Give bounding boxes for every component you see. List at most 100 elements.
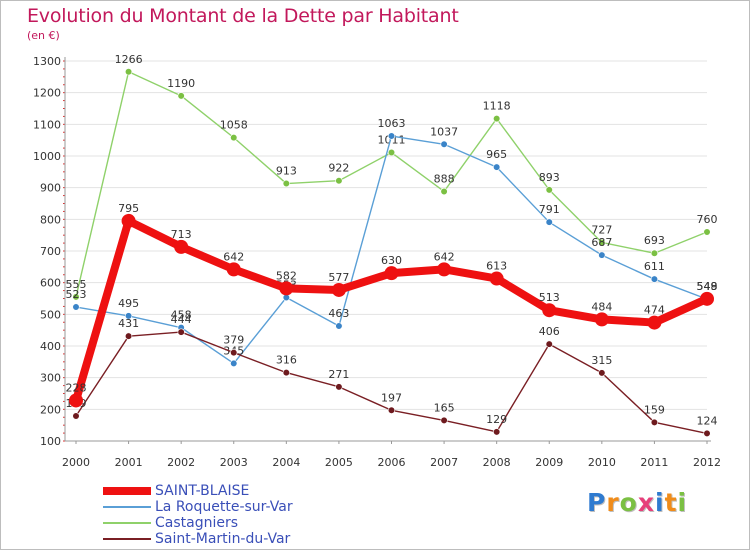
legend-item: Saint-Martin-du-Var: [99, 531, 459, 548]
x-tick-label: 2008: [483, 456, 511, 469]
legend-label: La Roquette-sur-Var: [155, 499, 293, 515]
logo-letter: r: [606, 488, 620, 517]
data-point: [230, 349, 238, 357]
logo-letter: o: [619, 488, 638, 517]
y-tick-label: 400: [40, 340, 61, 353]
legend-label: SAINT-BLAISE: [155, 483, 250, 499]
series-saint-martin-du-var: 179431444379316271197165129406315159124: [66, 313, 718, 438]
y-tick-label: 100: [40, 435, 61, 448]
data-label: 197: [381, 391, 402, 404]
data-label: 463: [328, 307, 349, 320]
series-line: [75, 331, 708, 435]
y-tick-label: 500: [40, 308, 61, 321]
data-label: 484: [591, 300, 612, 313]
data-point: [124, 332, 133, 340]
data-point: [493, 163, 501, 171]
x-tick-label: 2003: [220, 456, 248, 469]
data-point: [650, 418, 659, 426]
data-label: 611: [644, 260, 665, 273]
data-label: 124: [697, 414, 718, 427]
data-point: [387, 406, 396, 414]
data-point: [230, 359, 238, 368]
data-label: 795: [118, 202, 139, 215]
legend-item: La Roquette-sur-Var: [99, 499, 459, 516]
data-label: 513: [539, 291, 560, 304]
data-label: 271: [328, 368, 349, 381]
x-tick-label: 2000: [62, 456, 90, 469]
data-label: 548: [697, 280, 718, 293]
y-tick-label: 1300: [33, 55, 61, 68]
data-point: [387, 132, 396, 140]
y-tick-label: 900: [40, 182, 61, 195]
data-label: 577: [328, 271, 349, 284]
data-label: 165: [434, 401, 455, 414]
legend-swatch: [103, 522, 151, 524]
data-label: 523: [66, 288, 87, 301]
chart-legend: SAINT-BLAISE La Roquette-sur-Var Castagnie…: [99, 483, 459, 548]
logo-letter: P: [587, 488, 607, 517]
x-tick-label: 2005: [325, 456, 353, 469]
data-label: 913: [276, 165, 297, 178]
data-label: 888: [434, 172, 455, 185]
data-point: [174, 239, 189, 254]
y-tick-label: 1000: [33, 150, 61, 163]
data-label: 693: [644, 234, 665, 247]
data-point: [279, 281, 294, 296]
data-point: [335, 322, 343, 330]
legend-label: Saint-Martin-du-Var: [155, 531, 291, 547]
data-label: 1266: [115, 53, 143, 66]
data-label: 727: [591, 223, 612, 236]
data-point: [545, 186, 553, 194]
legend-item: SAINT-BLAISE: [99, 483, 459, 500]
data-point: [387, 148, 396, 157]
data-point: [69, 393, 83, 408]
x-tick-label: 2006: [378, 456, 406, 469]
y-tick-label: 800: [40, 213, 61, 226]
data-point: [489, 271, 504, 286]
x-tick-label: 2007: [430, 456, 458, 469]
data-label: 495: [118, 297, 139, 310]
data-point: [647, 315, 662, 330]
logo-letter: t: [664, 488, 678, 517]
x-tick-label: 2002: [167, 456, 195, 469]
data-point: [650, 249, 659, 257]
legend-swatch: [103, 506, 151, 508]
data-label: 1118: [483, 100, 511, 113]
data-label: 760: [697, 213, 718, 226]
data-label: 1063: [378, 117, 406, 130]
y-tick-label: 200: [40, 403, 61, 416]
x-tick-label: 2011: [640, 456, 668, 469]
data-label: 922: [328, 162, 349, 175]
data-point: [493, 115, 501, 123]
data-label: 687: [591, 236, 612, 249]
data-point: [72, 412, 80, 420]
data-label: 316: [276, 354, 297, 367]
series-saint-blaise: 228 795 713 642 582 577 630 642 613 513 484 474 549: [66, 202, 718, 408]
x-tick-label: 2009: [535, 456, 563, 469]
data-label: 406: [539, 325, 560, 338]
data-label: 630: [381, 254, 402, 267]
x-tick-label: 2004: [272, 456, 300, 469]
data-point: [177, 92, 185, 100]
series-line: [75, 135, 708, 365]
data-label: 474: [644, 304, 665, 317]
data-point: [437, 262, 452, 277]
proxiti-logo: Proxiti: [587, 488, 687, 517]
chart-title: Evolution du Montant de la Dette par Hab…: [27, 5, 459, 27]
data-label: 1037: [430, 125, 458, 138]
data-point: [226, 262, 241, 277]
y-tick-label: 1200: [33, 87, 61, 100]
data-point: [230, 134, 238, 142]
data-point: [493, 428, 501, 436]
data-label: 642: [434, 250, 455, 263]
data-point: [331, 282, 346, 297]
data-point: [72, 303, 80, 311]
data-point: [598, 251, 606, 259]
data-point: [594, 312, 609, 327]
y-tick-label: 600: [40, 277, 61, 290]
data-label: 379: [223, 334, 244, 347]
legend-item: Castagniers: [99, 515, 459, 532]
logo-letter: x: [637, 488, 655, 517]
